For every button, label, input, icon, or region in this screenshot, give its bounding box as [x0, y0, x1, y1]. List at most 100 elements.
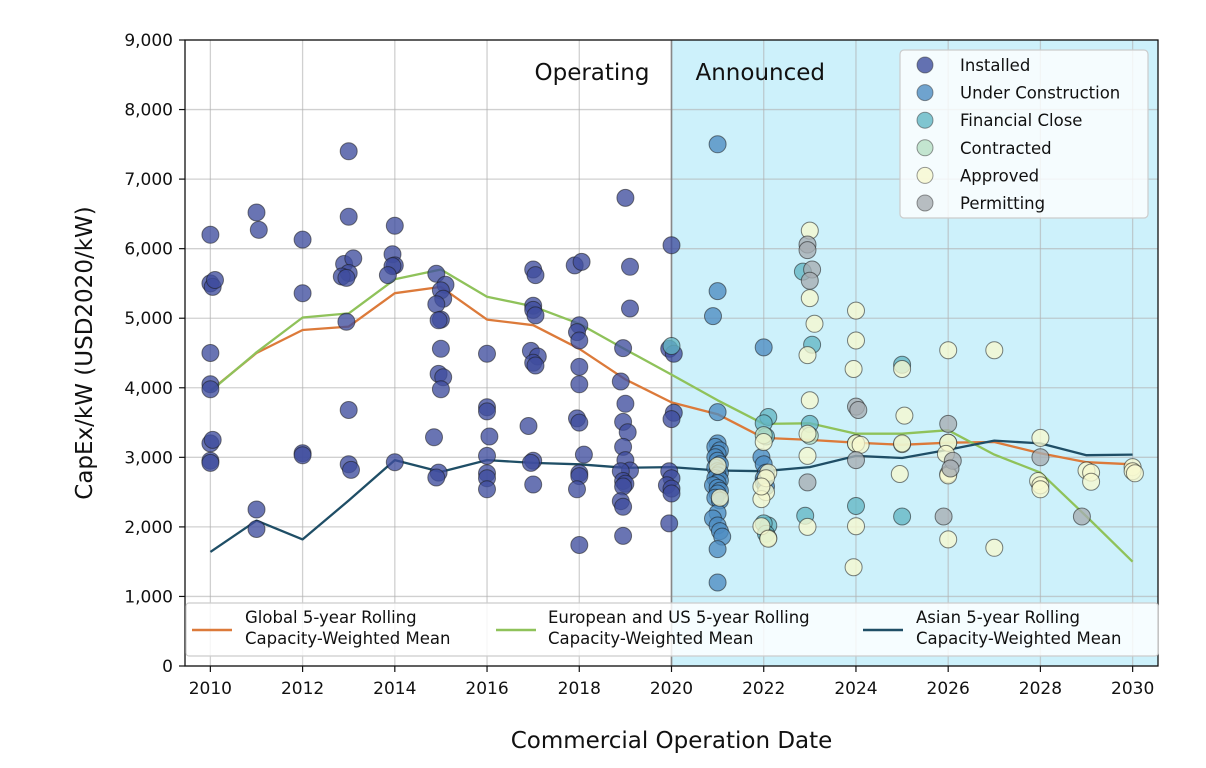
data-point — [614, 339, 633, 358]
legend-label: Capacity-Weighted Mean — [548, 629, 753, 648]
scatter-legend-frame — [899, 49, 1149, 219]
legend-label: Capacity-Weighted Mean — [245, 629, 450, 648]
scatter-legend: Installed Under Construction Financial Clo… — [899, 49, 1149, 219]
y-tick-label: 4,000 — [124, 379, 173, 399]
data-point — [844, 360, 863, 378]
data-point — [478, 446, 496, 465]
data-point — [614, 477, 633, 496]
data-point — [800, 271, 819, 290]
region-label-operating: Operating — [535, 60, 650, 86]
data-point — [339, 401, 358, 419]
data-point — [1072, 507, 1091, 526]
y-axis-label: CapEx/kW (USD2020/kW) — [72, 206, 98, 499]
data-point — [847, 301, 865, 320]
x-tick-label: 2026 — [927, 679, 970, 699]
data-point — [247, 203, 266, 222]
y-tick-label: 3,000 — [124, 448, 173, 468]
x-tick-label: 2024 — [834, 679, 877, 699]
legend-label: Approved — [960, 166, 1039, 185]
x-tick-label: 2018 — [558, 679, 601, 699]
data-point — [1082, 472, 1101, 491]
scatter-series-permitting — [798, 235, 1091, 526]
data-point — [847, 497, 865, 515]
data-point — [206, 271, 224, 289]
data-point — [339, 142, 358, 161]
data-point — [572, 252, 591, 271]
y-tick-label: 2,000 — [124, 518, 173, 538]
data-point — [851, 435, 870, 454]
data-point — [521, 453, 540, 472]
data-point — [893, 360, 912, 378]
data-point — [427, 468, 446, 487]
line-legend-frame — [185, 602, 1159, 657]
data-point — [662, 410, 681, 429]
data-point — [934, 507, 953, 526]
data-point — [478, 480, 496, 499]
data-point — [1031, 448, 1050, 467]
data-point — [524, 475, 543, 494]
data-point — [337, 268, 356, 287]
data-point — [798, 424, 817, 443]
legend-label: Under Construction — [960, 84, 1120, 103]
data-point — [201, 453, 220, 472]
data-point — [526, 356, 545, 375]
data-point — [478, 402, 496, 421]
data-point — [660, 514, 679, 533]
data-point — [568, 480, 586, 499]
data-point — [800, 289, 819, 308]
data-point — [708, 135, 727, 154]
data-point — [480, 427, 499, 446]
legend-label: Installed — [960, 56, 1030, 75]
data-point — [704, 307, 722, 326]
region-label-announced: Announced — [696, 60, 826, 86]
data-point — [342, 460, 360, 479]
y-tick-label: 5,000 — [124, 309, 173, 329]
data-point — [708, 456, 727, 475]
scatter-series-installed — [201, 142, 683, 554]
data-point — [895, 406, 914, 425]
data-point — [621, 299, 639, 318]
data-point — [798, 517, 817, 536]
data-point — [526, 306, 545, 325]
x-tick-label: 2010 — [189, 679, 232, 699]
scatter-series-approved — [708, 221, 1144, 577]
data-point — [614, 526, 633, 545]
data-point — [798, 473, 817, 492]
data-point — [611, 372, 630, 391]
data-point — [621, 257, 639, 276]
data-point — [800, 391, 819, 410]
data-point — [337, 312, 356, 331]
data-point — [1125, 464, 1144, 483]
data-point — [941, 459, 960, 478]
region-operating — [185, 40, 672, 666]
data-point — [385, 453, 404, 472]
data-point — [844, 558, 863, 577]
data-point — [847, 517, 865, 536]
data-point — [293, 230, 312, 249]
y-tick-label: 6,000 — [124, 240, 173, 260]
data-point — [478, 344, 496, 363]
data-point — [293, 446, 312, 465]
data-point — [519, 417, 538, 435]
data-point — [1031, 428, 1050, 447]
data-point — [203, 430, 222, 449]
x-tick-label: 2028 — [1019, 679, 1062, 699]
data-point — [247, 520, 266, 538]
data-point — [247, 500, 266, 519]
data-point — [752, 477, 771, 496]
legend-marker — [916, 84, 934, 102]
data-point — [939, 341, 958, 360]
data-point — [847, 331, 865, 350]
data-point — [708, 403, 727, 422]
y-tick-label: 0 — [162, 657, 173, 677]
data-point — [429, 311, 448, 330]
legend-label: Global 5-year Rolling — [245, 608, 417, 627]
data-point — [662, 236, 681, 255]
x-tick-label: 2030 — [1111, 679, 1154, 699]
data-point — [201, 344, 220, 362]
y-tick-label: 9,000 — [124, 31, 173, 51]
data-point — [759, 529, 778, 548]
line-series-1 — [209, 268, 1134, 563]
y-tick-label: 1,000 — [124, 587, 173, 607]
data-point — [201, 380, 220, 399]
